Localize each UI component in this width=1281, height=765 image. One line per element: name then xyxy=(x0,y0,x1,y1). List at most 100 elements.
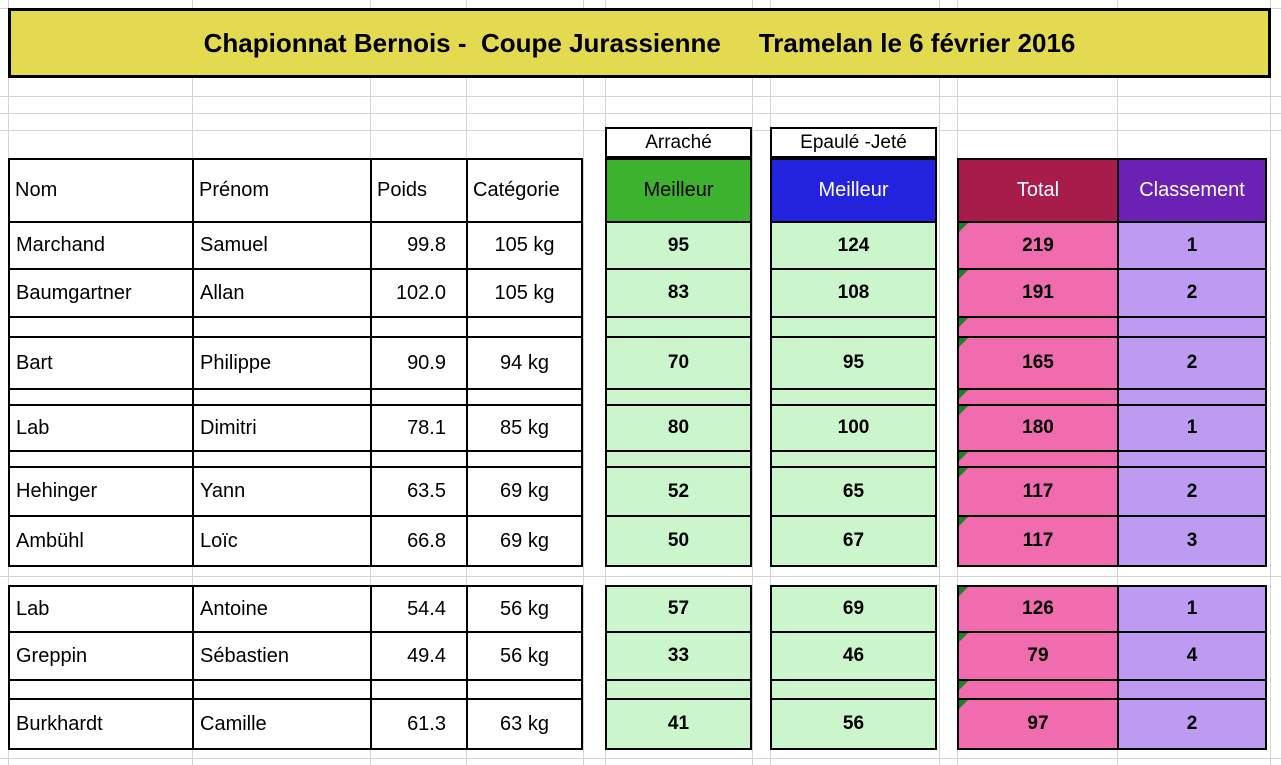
spacer-cell[interactable] xyxy=(372,318,468,338)
spacer-cell[interactable] xyxy=(607,390,750,406)
categorie-cell[interactable]: 105 kg xyxy=(468,223,581,270)
total-cell[interactable]: 117 xyxy=(959,468,1119,517)
poids-cell[interactable]: 99.8 xyxy=(372,223,468,270)
total-cell[interactable]: 117 xyxy=(959,517,1119,565)
classement-cell[interactable]: 2 xyxy=(1119,270,1265,318)
total-cell[interactable]: 180 xyxy=(959,406,1119,452)
spacer-cell[interactable] xyxy=(1119,390,1265,406)
nom-cell[interactable]: Burkhardt xyxy=(10,700,194,748)
spacer-cell[interactable] xyxy=(372,452,468,468)
spacer-cell[interactable] xyxy=(194,318,372,338)
spacer-cell[interactable] xyxy=(959,390,1119,406)
spacer-cell[interactable] xyxy=(959,681,1119,700)
col-header-nom[interactable]: Nom xyxy=(10,160,194,223)
total-cell[interactable]: 191 xyxy=(959,270,1119,318)
spacer-cell[interactable] xyxy=(194,452,372,468)
spacer-cell[interactable] xyxy=(959,452,1119,468)
spacer-cell[interactable] xyxy=(10,390,194,406)
classement-header[interactable]: Classement xyxy=(1119,160,1265,223)
spacer-cell[interactable] xyxy=(468,318,581,338)
nom-cell[interactable]: Bart xyxy=(10,338,194,390)
prenom-cell[interactable]: Loïc xyxy=(194,517,372,565)
classement-cell[interactable]: 1 xyxy=(1119,406,1265,452)
poids-cell[interactable]: 61.3 xyxy=(372,700,468,748)
prenom-cell[interactable]: Yann xyxy=(194,468,372,517)
arrache-cell[interactable]: 80 xyxy=(607,406,750,452)
spacer-cell[interactable] xyxy=(1119,318,1265,338)
classement-cell[interactable]: 1 xyxy=(1119,223,1265,270)
spacer-cell[interactable] xyxy=(194,681,372,700)
nom-cell[interactable]: Lab xyxy=(10,587,194,633)
total-cell[interactable]: 126 xyxy=(959,587,1119,633)
epaule-cell[interactable]: 108 xyxy=(772,270,935,318)
nom-cell[interactable]: Hehinger xyxy=(10,468,194,517)
nom-cell[interactable]: Marchand xyxy=(10,223,194,270)
classement-cell[interactable]: 2 xyxy=(1119,468,1265,517)
col-header-categorie[interactable]: Catégorie xyxy=(468,160,581,223)
arrache-cell[interactable]: 41 xyxy=(607,700,750,748)
arrache-group-label[interactable]: Arraché xyxy=(605,127,752,158)
prenom-cell[interactable]: Camille xyxy=(194,700,372,748)
epaule-cell[interactable]: 67 xyxy=(772,517,935,565)
total-cell[interactable]: 79 xyxy=(959,633,1119,681)
spacer-cell[interactable] xyxy=(10,318,194,338)
total-header[interactable]: Total xyxy=(959,160,1119,223)
epaule-cell[interactable]: 124 xyxy=(772,223,935,270)
arrache-cell[interactable]: 52 xyxy=(607,468,750,517)
epaule-cell[interactable]: 65 xyxy=(772,468,935,517)
spacer-cell[interactable] xyxy=(10,452,194,468)
prenom-cell[interactable]: Dimitri xyxy=(194,406,372,452)
spacer-cell[interactable] xyxy=(468,452,581,468)
spacer-cell[interactable] xyxy=(372,681,468,700)
epaule-cell[interactable]: 69 xyxy=(772,587,935,633)
epaule-jete-group-label[interactable]: Epaulé -Jeté xyxy=(770,127,937,158)
spacer-cell[interactable] xyxy=(772,452,935,468)
epaule-cell[interactable]: 56 xyxy=(772,700,935,748)
classement-cell[interactable]: 4 xyxy=(1119,633,1265,681)
spacer-cell[interactable] xyxy=(959,318,1119,338)
col-header-poids[interactable]: Poids xyxy=(372,160,468,223)
categorie-cell[interactable]: 85 kg xyxy=(468,406,581,452)
spacer-cell[interactable] xyxy=(1119,452,1265,468)
spacer-cell[interactable] xyxy=(607,318,750,338)
nom-cell[interactable]: Greppin xyxy=(10,633,194,681)
arrache-cell[interactable]: 70 xyxy=(607,338,750,390)
spacer-cell[interactable] xyxy=(772,318,935,338)
nom-cell[interactable]: Lab xyxy=(10,406,194,452)
epaule-cell[interactable]: 46 xyxy=(772,633,935,681)
poids-cell[interactable]: 63.5 xyxy=(372,468,468,517)
epaule-cell[interactable]: 100 xyxy=(772,406,935,452)
epaule-meilleur-header[interactable]: Meilleur xyxy=(772,160,935,223)
epaule-cell[interactable]: 95 xyxy=(772,338,935,390)
poids-cell[interactable]: 90.9 xyxy=(372,338,468,390)
poids-cell[interactable]: 49.4 xyxy=(372,633,468,681)
categorie-cell[interactable]: 63 kg xyxy=(468,700,581,748)
spacer-cell[interactable] xyxy=(772,390,935,406)
categorie-cell[interactable]: 69 kg xyxy=(468,468,581,517)
spacer-cell[interactable] xyxy=(468,390,581,406)
categorie-cell[interactable]: 69 kg xyxy=(468,517,581,565)
arrache-cell[interactable]: 95 xyxy=(607,223,750,270)
arrache-cell[interactable]: 50 xyxy=(607,517,750,565)
arrache-cell[interactable]: 33 xyxy=(607,633,750,681)
categorie-cell[interactable]: 56 kg xyxy=(468,633,581,681)
prenom-cell[interactable]: Antoine xyxy=(194,587,372,633)
poids-cell[interactable]: 102.0 xyxy=(372,270,468,318)
spacer-cell[interactable] xyxy=(1119,681,1265,700)
total-cell[interactable]: 165 xyxy=(959,338,1119,390)
spacer-cell[interactable] xyxy=(607,681,750,700)
total-cell[interactable]: 97 xyxy=(959,700,1119,748)
categorie-cell[interactable]: 94 kg xyxy=(468,338,581,390)
poids-cell[interactable]: 66.8 xyxy=(372,517,468,565)
nom-cell[interactable]: Ambühl xyxy=(10,517,194,565)
total-cell[interactable]: 219 xyxy=(959,223,1119,270)
nom-cell[interactable]: Baumgartner xyxy=(10,270,194,318)
prenom-cell[interactable]: Samuel xyxy=(194,223,372,270)
poids-cell[interactable]: 54.4 xyxy=(372,587,468,633)
categorie-cell[interactable]: 56 kg xyxy=(468,587,581,633)
arrache-cell[interactable]: 83 xyxy=(607,270,750,318)
prenom-cell[interactable]: Philippe xyxy=(194,338,372,390)
classement-cell[interactable]: 2 xyxy=(1119,700,1265,748)
arrache-cell[interactable]: 57 xyxy=(607,587,750,633)
categorie-cell[interactable]: 105 kg xyxy=(468,270,581,318)
